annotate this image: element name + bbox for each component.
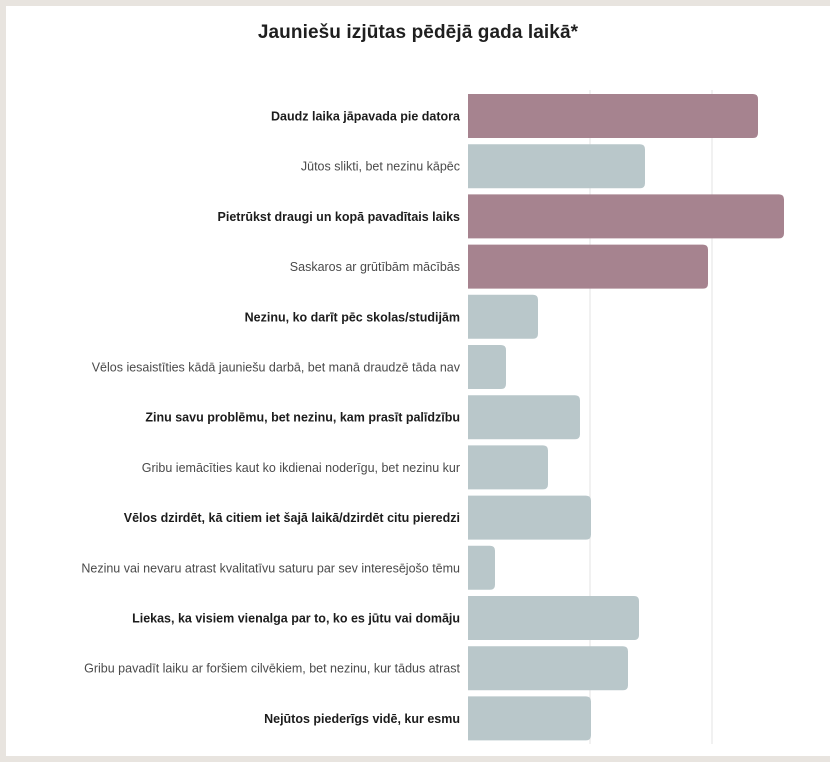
bar-13: [468, 696, 591, 741]
chart-card: Jauniešu izjūtas pēdējā gada laikā* Daud…: [6, 6, 830, 756]
category-label-10: Nezinu vai nevaru atrast kvalitatīvu sat…: [81, 561, 460, 575]
category-label-2: Jūtos slikti, bet nezinu kāpēc: [301, 160, 460, 174]
bar-8: [468, 445, 548, 490]
category-labels: Daudz laika jāpavada pie datora Jūtos sli…: [81, 110, 461, 726]
category-label-3: Pietrūkst draugi un kopā pavadītais laik…: [218, 210, 460, 224]
category-label-7: Zinu savu problēmu, bet nezinu, kam pras…: [145, 411, 460, 425]
bar-7: [468, 395, 580, 440]
bar-5: [468, 294, 538, 339]
category-label-5: Nezinu, ko darīt pēc skolas/studijām: [245, 310, 460, 324]
category-label-1: Daudz laika jāpavada pie datora: [271, 110, 461, 124]
category-label-13: Nejūtos piederīgs vidē, kur esmu: [264, 712, 460, 726]
bar-2: [468, 144, 645, 189]
category-label-9: Vēlos dzirdēt, kā citiem iet šajā laikā/…: [124, 511, 460, 525]
bar-12: [468, 646, 628, 691]
category-label-12: Gribu pavadīt laiku ar foršiem cilvēkiem…: [84, 662, 460, 676]
category-label-11: Liekas, ka visiem vienalga par to, ko es…: [132, 612, 460, 626]
chart-title: Jauniešu izjūtas pēdējā gada laikā*: [257, 22, 579, 43]
bar-3: [468, 194, 784, 239]
category-label-8: Gribu iemācīties kaut ko ikdienai noderī…: [142, 461, 460, 475]
category-label-6: Vēlos iesaistīties kādā jauniešu darbā, …: [92, 361, 461, 375]
bar-6: [468, 345, 506, 389]
bar-4: [468, 244, 708, 289]
bar-11: [468, 596, 639, 640]
bar-chart: Daudz laika jāpavada pie datora Jūtos sli…: [81, 90, 784, 744]
category-label-4: Saskaros ar grūtībām mācībās: [290, 260, 460, 274]
bar-1: [468, 94, 758, 138]
bars: [468, 94, 784, 741]
bar-9: [468, 495, 591, 540]
bar-10: [468, 545, 495, 590]
